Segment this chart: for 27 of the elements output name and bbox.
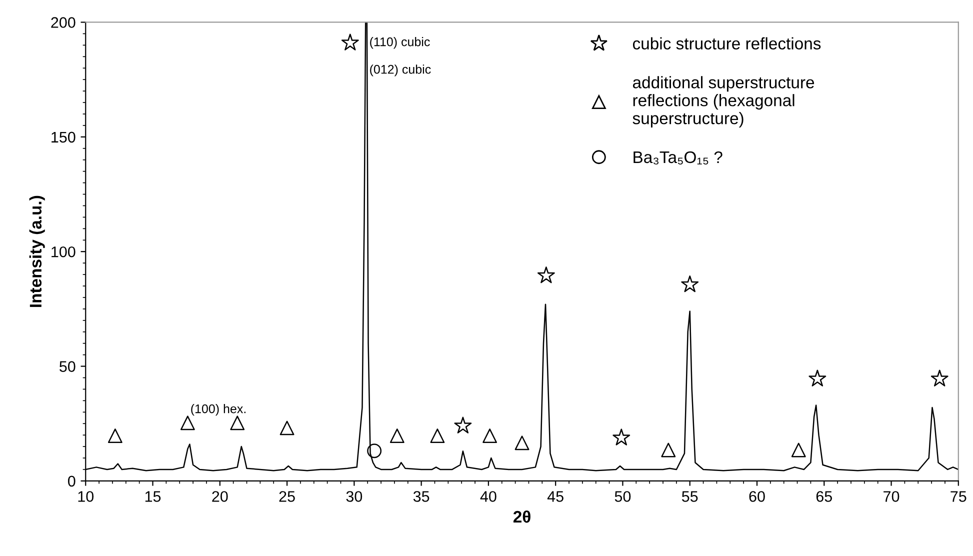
annotation: (110) cubic (370, 37, 430, 49)
x-tick-label: 50 (614, 491, 631, 502)
legend-label: cubic structure reflections (632, 37, 821, 50)
x-tick-label: 45 (547, 491, 564, 502)
x-tick-label: 60 (749, 491, 765, 502)
y-tick-label: 200 (51, 17, 76, 28)
x-tick-label: 55 (682, 491, 698, 502)
x-tick-label: 20 (212, 491, 228, 502)
x-tick-label: 15 (145, 491, 161, 502)
x-tick-label: 70 (884, 491, 900, 502)
legend-label: Ba₃Ta₅O₁₅ ? (634, 151, 722, 164)
x-tick-label: 25 (279, 491, 295, 502)
annotation: (100) hex. (191, 404, 246, 416)
x-axis-title: 2θ (513, 510, 530, 523)
x-tick-label: 65 (816, 491, 832, 502)
y-tick-label: 0 (68, 476, 76, 487)
x-tick-label: 40 (480, 491, 496, 502)
x-tick-label: 30 (346, 491, 362, 502)
y-tick-label: 50 (60, 361, 76, 372)
annotation: (012) cubic (370, 64, 431, 76)
y-tick-label: 100 (52, 246, 76, 258)
x-tick-label: 35 (413, 491, 430, 502)
legend-label: additional superstructure reflections (hexagonal superstructure) (632, 76, 814, 128)
y-axis-title: Intensity (a.u.) (29, 196, 45, 307)
y-tick-label: 150 (52, 132, 76, 143)
x-tick-label: 75 (950, 491, 966, 502)
x-tick-label: 10 (78, 491, 94, 502)
